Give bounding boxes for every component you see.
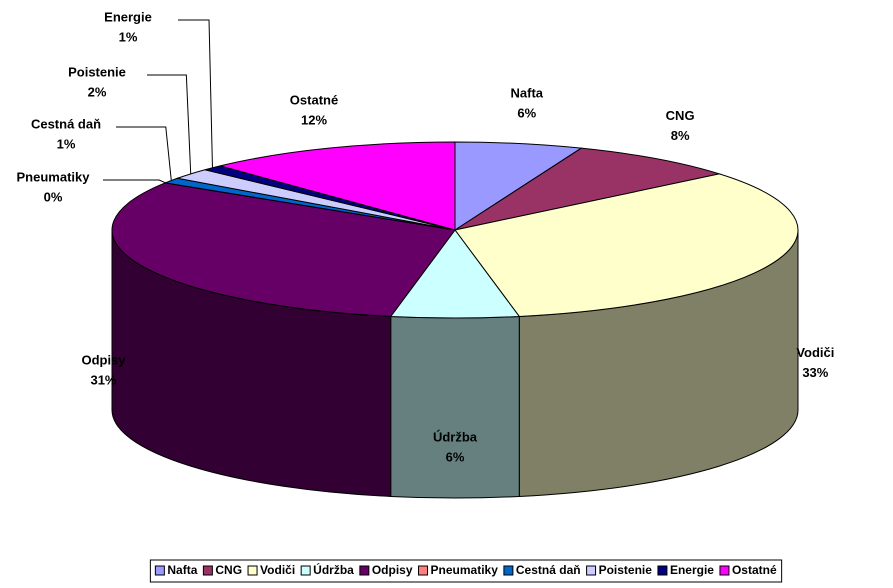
slice	[389, 229, 521, 319]
data-label: 12%	[301, 112, 327, 127]
data-label: 8%	[671, 128, 690, 143]
data-label-name: Odpisy	[81, 352, 126, 367]
data-label-name: Ostatné	[290, 92, 338, 107]
leader-line	[116, 126, 172, 181]
data-label-name: Energie	[104, 9, 152, 24]
legend-swatch	[719, 565, 730, 576]
legend-swatch	[300, 565, 311, 576]
data-label-name: CNG	[666, 108, 695, 123]
data-label: 0%	[44, 189, 63, 204]
leader-line	[103, 179, 166, 184]
legend-swatch	[418, 565, 429, 576]
legend-label: CNG	[215, 563, 242, 577]
legend-label: Energie	[670, 563, 714, 577]
data-label-name: Údržba	[433, 429, 478, 444]
data-label: 1%	[119, 29, 138, 44]
slice	[454, 141, 583, 231]
legend-swatch	[154, 565, 165, 576]
legend-label: Cestná daň	[516, 563, 581, 577]
data-label-name: Vodiči	[796, 345, 834, 360]
legend-swatch	[359, 565, 370, 576]
legend-swatch	[586, 565, 597, 576]
slice	[454, 173, 799, 317]
data-label-name: Nafta	[511, 86, 544, 101]
data-label: 31%	[90, 372, 116, 387]
data-label-name: Pneumatiky	[17, 169, 91, 184]
legend-label: Vodiči	[260, 563, 295, 577]
legend-swatch	[503, 565, 514, 576]
data-label: 33%	[802, 365, 828, 380]
slice-side	[390, 315, 520, 499]
legend-label: Pneumatiky	[431, 563, 499, 577]
data-label: 2%	[88, 84, 107, 99]
legend-label: Odpisy	[372, 563, 413, 577]
leader-line	[178, 19, 213, 168]
legend-swatch	[202, 565, 213, 576]
legend-swatch	[657, 565, 668, 576]
legend-label: Údržba	[313, 562, 354, 577]
legend-label: Ostatné	[732, 563, 777, 577]
slice	[454, 147, 722, 231]
data-label: 6%	[517, 106, 536, 121]
data-label: 1%	[57, 136, 76, 151]
leader-line	[147, 74, 192, 174]
legend-label: Poistenie	[599, 563, 653, 577]
slice	[220, 141, 456, 231]
legend-label: Nafta	[167, 563, 197, 577]
data-label-name: Poistenie	[68, 64, 126, 79]
legend-swatch	[247, 565, 258, 576]
data-label-name: Cestná daň	[31, 116, 101, 131]
data-label: 6%	[446, 449, 465, 464]
